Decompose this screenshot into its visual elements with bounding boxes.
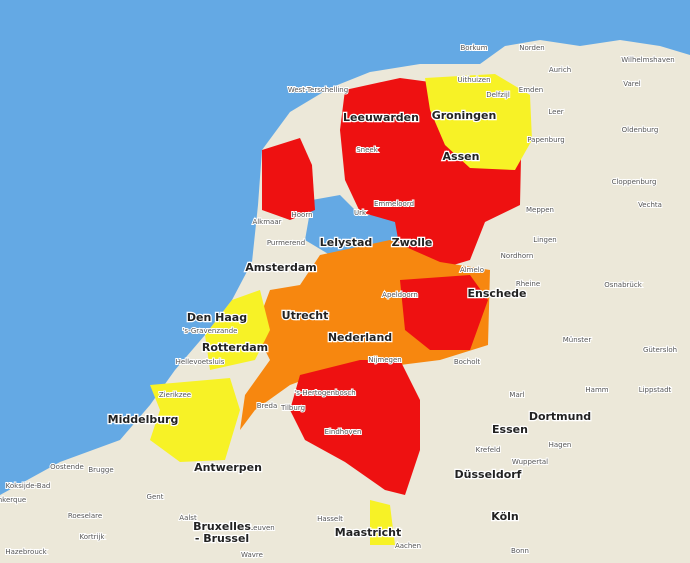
place-label: Hellevoetsluis bbox=[176, 358, 225, 366]
place-label: Aachen bbox=[395, 542, 421, 550]
place-label: West-Terschelling bbox=[288, 86, 348, 94]
place-label: Uithuizen bbox=[457, 76, 490, 84]
place-label: Purmerend bbox=[267, 239, 305, 247]
place-label: Cloppenburg bbox=[612, 178, 657, 186]
place-label: Sneek bbox=[356, 146, 378, 154]
place-label: Düsseldorf bbox=[455, 468, 522, 481]
place-label: Eindhoven bbox=[325, 428, 362, 436]
place-label: Hasselt bbox=[317, 515, 343, 523]
place-label: Kortrijk bbox=[80, 533, 106, 541]
place-label: Tilburg bbox=[280, 404, 305, 412]
place-label: Emmeloord bbox=[374, 200, 414, 208]
region-yellow-limburg bbox=[370, 500, 395, 545]
place-label: Osnabrück bbox=[604, 281, 642, 289]
place-label: Münster bbox=[563, 336, 592, 344]
place-label: Meppen bbox=[526, 206, 554, 214]
place-label: Nederland bbox=[328, 331, 392, 344]
place-label: Rheine bbox=[516, 280, 540, 288]
place-label: Groningen bbox=[432, 109, 497, 122]
place-label: Oldenburg bbox=[622, 126, 659, 134]
region-red-nh bbox=[262, 138, 315, 220]
place-label: Alkmaar bbox=[252, 218, 281, 226]
place-label: Apeldoorn bbox=[382, 291, 418, 299]
region-red-east bbox=[400, 275, 488, 350]
place-label: Borkum bbox=[460, 44, 487, 52]
place-label: Koksijde-Bad bbox=[6, 482, 51, 490]
place-label: Nordhorn bbox=[501, 252, 534, 260]
place-label: Antwerpen bbox=[194, 461, 262, 474]
place-label: Aalst bbox=[179, 514, 197, 522]
place-label: Wavre bbox=[241, 551, 263, 559]
region-yellow-north bbox=[425, 74, 532, 170]
place-label: Vechta bbox=[638, 201, 662, 209]
place-label: Brugge bbox=[88, 466, 113, 474]
lake bbox=[305, 195, 410, 255]
place-label: Lingen bbox=[533, 236, 556, 244]
place-label: Gütersloh bbox=[643, 346, 677, 354]
place-label: Dortmund bbox=[529, 410, 591, 423]
place-label: 's-Hertogenbosch bbox=[294, 389, 355, 397]
place-label: Amsterdam bbox=[245, 261, 316, 274]
place-label: Maastricht bbox=[335, 526, 401, 539]
place-label: Aurich bbox=[549, 66, 571, 74]
place-label: Hoorn bbox=[291, 211, 312, 219]
place-label: Marl bbox=[509, 391, 524, 399]
place-label: Papenburg bbox=[527, 136, 564, 144]
place-label: - Brussel bbox=[195, 532, 249, 545]
place-label: Bruxelles bbox=[193, 520, 251, 533]
place-label: Lelystad bbox=[320, 236, 373, 249]
region-yellow-south bbox=[150, 378, 240, 462]
place-label: Leer bbox=[548, 108, 563, 116]
place-label: Köln bbox=[491, 510, 519, 523]
place-label: Rotterdam bbox=[202, 341, 268, 354]
place-label: Hagen bbox=[549, 441, 572, 449]
place-label: Krefeld bbox=[476, 446, 501, 454]
place-label: Breda bbox=[257, 402, 278, 410]
place-label: Hazebrouck bbox=[5, 548, 47, 556]
place-label: Wilhelmshaven bbox=[621, 56, 674, 64]
place-label: Wuppertal bbox=[512, 458, 548, 466]
place-label: Enschede bbox=[467, 287, 526, 300]
place-label: Bocholt bbox=[454, 358, 481, 366]
place-label: Assen bbox=[443, 150, 480, 163]
place-label: Roeselare bbox=[68, 512, 102, 520]
place-label: Delfzijl bbox=[486, 91, 510, 99]
place-label: Norden bbox=[519, 44, 544, 52]
place-label: Zwolle bbox=[392, 236, 433, 249]
place-label: Urk bbox=[354, 209, 367, 217]
place-label: Varel bbox=[623, 80, 641, 88]
place-label: Gent bbox=[147, 493, 164, 501]
place-label: Nijmegen bbox=[368, 356, 401, 364]
place-label: Middelburg bbox=[108, 413, 179, 426]
place-label: Oostende bbox=[50, 463, 84, 471]
place-label: nkerque bbox=[0, 496, 26, 504]
place-label: Bonn bbox=[511, 547, 529, 555]
place-label: Emden bbox=[519, 86, 543, 94]
place-label: Leeuwarden bbox=[343, 111, 419, 124]
place-label: Utrecht bbox=[282, 309, 329, 322]
place-label: Almelo bbox=[460, 266, 484, 274]
place-label: Den Haag bbox=[187, 311, 247, 324]
place-label: Zierikzee bbox=[159, 391, 191, 399]
region-yellow-west bbox=[205, 290, 270, 370]
place-label: Lippstadt bbox=[639, 386, 672, 394]
place-label: Leuven bbox=[249, 524, 274, 532]
region-red-south bbox=[290, 360, 420, 495]
place-label: 's-Gravenzande bbox=[183, 327, 238, 335]
place-label: Hamm bbox=[585, 386, 608, 394]
place-label: Essen bbox=[492, 423, 528, 436]
